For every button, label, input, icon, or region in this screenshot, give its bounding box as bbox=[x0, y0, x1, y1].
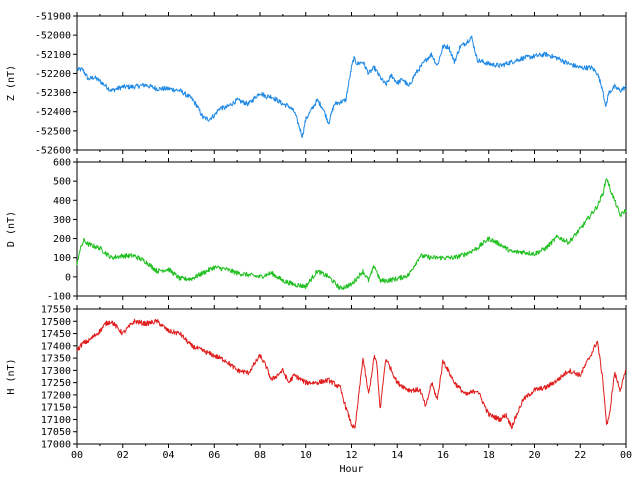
h-ytick-label: 17550 bbox=[41, 305, 71, 316]
h-xtick-label: 00 bbox=[71, 450, 83, 461]
d-panel-frame bbox=[76, 161, 627, 297]
z-ytick-label: -52100 bbox=[35, 50, 71, 61]
z-ytick-label: -52300 bbox=[35, 88, 71, 99]
d-ytick-label: 400 bbox=[53, 196, 71, 207]
d-ytick-label: 200 bbox=[53, 234, 71, 245]
h-ytick-label: 17050 bbox=[41, 427, 71, 438]
d-ytick-label: 100 bbox=[53, 253, 71, 264]
h-panel-frame bbox=[76, 308, 627, 445]
d-series-line bbox=[76, 178, 627, 290]
d-ytick-label: 500 bbox=[53, 177, 71, 188]
d-ytick-label: 600 bbox=[53, 158, 71, 169]
d-ytick-label: 0 bbox=[65, 272, 71, 283]
h-xlabel: Hour bbox=[339, 464, 363, 475]
h-xtick-label: 02 bbox=[117, 450, 129, 461]
h-xtick-label: 18 bbox=[483, 450, 495, 461]
h-ytick-label: 17200 bbox=[41, 390, 71, 401]
h-ytick-label: 17000 bbox=[41, 440, 71, 451]
z-ytick-label: -52000 bbox=[35, 31, 71, 42]
h-xtick-label: 22 bbox=[574, 450, 586, 461]
z-ytick-label: -52400 bbox=[35, 107, 71, 118]
h-ylabel: H (nT) bbox=[6, 358, 17, 394]
h-xtick-label: 14 bbox=[391, 450, 403, 461]
h-xtick-label: 00 bbox=[620, 450, 632, 461]
z-ytick-label: -52600 bbox=[35, 146, 71, 157]
z-series-line bbox=[76, 35, 627, 139]
z-ytick-label: -52200 bbox=[35, 69, 71, 80]
h-ytick-label: 17100 bbox=[41, 415, 71, 426]
h-xtick-label: 20 bbox=[528, 450, 540, 461]
h-xtick-label: 08 bbox=[254, 450, 266, 461]
h-xtick-label: 16 bbox=[437, 450, 449, 461]
h-xtick-label: 06 bbox=[208, 450, 220, 461]
z-ylabel: Z (nT) bbox=[6, 65, 17, 101]
h-ytick-label: 17300 bbox=[41, 366, 71, 377]
z-panel-frame bbox=[76, 15, 627, 151]
h-xtick-label: 10 bbox=[300, 450, 312, 461]
d-ytick-label: 300 bbox=[53, 215, 71, 226]
h-ytick-label: 17250 bbox=[41, 378, 71, 389]
z-ytick-label: -51900 bbox=[35, 12, 71, 23]
h-ytick-label: 17500 bbox=[41, 317, 71, 328]
h-series-line bbox=[76, 318, 627, 430]
h-xtick-label: 04 bbox=[162, 450, 174, 461]
z-ytick-label: -52500 bbox=[35, 126, 71, 137]
h-ytick-label: 17150 bbox=[41, 403, 71, 414]
h-ytick-label: 17400 bbox=[41, 341, 71, 352]
h-ytick-label: 17450 bbox=[41, 329, 71, 340]
d-ylabel: D (nT) bbox=[6, 211, 17, 247]
h-ytick-label: 17350 bbox=[41, 354, 71, 365]
d-ytick-label: -100 bbox=[47, 292, 71, 303]
h-xtick-label: 12 bbox=[345, 450, 357, 461]
